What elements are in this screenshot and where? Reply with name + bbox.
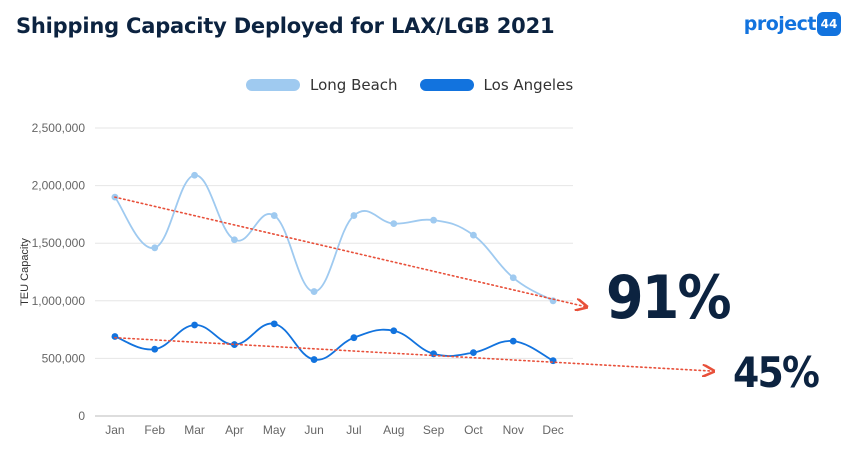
legend-label-long-beach: Long Beach bbox=[310, 76, 398, 94]
data-point-los-angeles bbox=[350, 334, 358, 342]
data-point-long-beach bbox=[310, 288, 318, 295]
data-point-long-beach bbox=[231, 236, 238, 244]
trend-arrow-los-angeles bbox=[114, 336, 712, 371]
y-tick-label: 1,000,000 bbox=[32, 294, 86, 308]
y-tick-label: 2,000,000 bbox=[32, 179, 86, 193]
trend-arrow-long-beach bbox=[114, 196, 585, 306]
data-point-los-angeles bbox=[509, 337, 517, 345]
data-point-los-angeles bbox=[470, 349, 477, 357]
data-point-long-beach bbox=[390, 220, 398, 228]
data-point-long-beach bbox=[151, 244, 159, 252]
y-tick-label: 500,000 bbox=[42, 351, 86, 365]
x-tick-label: Mar bbox=[184, 423, 205, 437]
legend-swatch-long-beach bbox=[246, 79, 300, 91]
chart-legend: Long Beach Los Angeles bbox=[246, 76, 595, 94]
y-tick-label: 0 bbox=[78, 409, 85, 423]
x-tick-label: Aug bbox=[383, 423, 404, 437]
series-line-los-angeles bbox=[114, 322, 554, 362]
legend-label-los-angeles: Los Angeles bbox=[483, 76, 574, 94]
data-point-long-beach bbox=[430, 216, 437, 224]
data-point-los-angeles bbox=[270, 320, 278, 328]
data-point-los-angeles bbox=[310, 356, 318, 363]
y-tick-label: 1,500,000 bbox=[32, 236, 86, 250]
x-tick-label: May bbox=[263, 423, 286, 437]
x-tick-label: Nov bbox=[503, 423, 524, 437]
data-point-los-angeles bbox=[390, 327, 398, 335]
chart-title: Shipping Capacity Deployed for LAX/LGB 2… bbox=[16, 14, 555, 38]
x-tick-label: Feb bbox=[144, 423, 165, 437]
x-tick-label: Oct bbox=[464, 423, 483, 437]
data-point-long-beach bbox=[509, 274, 517, 282]
y-axis-label: TEU Capacity bbox=[19, 238, 31, 306]
project44-logo: project 44 bbox=[744, 12, 841, 36]
legend-item-los-angeles: Los Angeles bbox=[419, 76, 574, 94]
logo-wordmark: project bbox=[743, 13, 817, 35]
data-point-long-beach bbox=[270, 212, 278, 219]
los-angeles-change-label: 45% bbox=[733, 348, 820, 397]
x-tick-label: Jun bbox=[304, 423, 323, 437]
data-point-los-angeles bbox=[191, 321, 198, 329]
data-point-los-angeles bbox=[111, 333, 119, 340]
legend-item-long-beach: Long Beach bbox=[246, 76, 398, 94]
data-point-long-beach bbox=[470, 231, 477, 239]
legend-swatch-los-angeles bbox=[419, 79, 474, 91]
data-point-los-angeles bbox=[231, 341, 238, 348]
x-tick-label: Apr bbox=[225, 423, 244, 437]
data-point-los-angeles bbox=[151, 345, 159, 353]
long-beach-change-label: 91% bbox=[606, 263, 732, 333]
logo-badge: 44 bbox=[817, 12, 841, 36]
data-point-long-beach bbox=[191, 171, 198, 179]
x-tick-label: Jul bbox=[346, 423, 361, 437]
x-tick-label: Dec bbox=[542, 423, 563, 437]
x-tick-label: Jan bbox=[105, 423, 124, 437]
y-tick-label: 2,500,000 bbox=[32, 121, 86, 135]
series-line-long-beach bbox=[114, 174, 554, 302]
data-point-long-beach bbox=[350, 212, 358, 219]
x-tick-label: Sep bbox=[423, 423, 445, 437]
